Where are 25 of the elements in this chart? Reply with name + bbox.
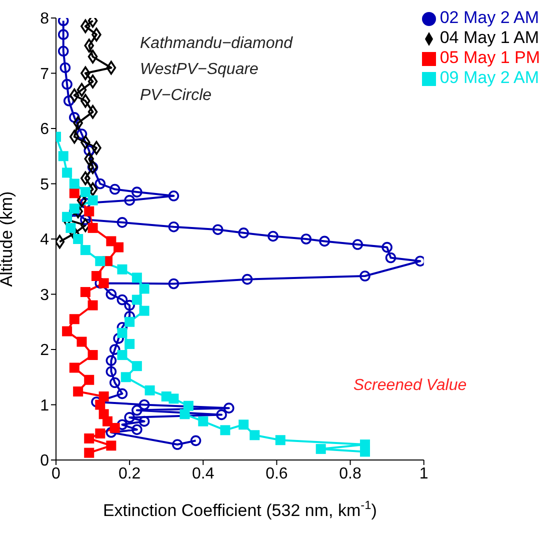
y-tick-label: 1 (40, 397, 50, 414)
annotation: PV−Circle (140, 87, 212, 104)
y-tick-label: 4 (40, 232, 50, 249)
y-tick-label: 0 (40, 452, 50, 470)
x-tick-label: 0 (52, 465, 61, 482)
y-tick-label: 7 (40, 66, 50, 83)
x-axis-title: Extinction Coefficient (532 nm, km$^{-1}$) (102, 498, 377, 520)
legend-label: 09 May 2 AM (440, 68, 540, 87)
annotation: WestPV−Square (140, 61, 259, 78)
y-tick-label: 3 (40, 286, 50, 304)
y-tick-label: 5 (40, 176, 50, 194)
x-tick-label: 1 (419, 465, 428, 482)
annotation: Screened Value (353, 377, 467, 394)
annotation: Kathmandu−diamond (140, 35, 294, 52)
y-axis-title: Altitude (km) (0, 191, 16, 287)
y-tick-label: 6 (40, 121, 50, 138)
y-tick-label: 8 (40, 10, 50, 28)
y-tick-label: 2 (40, 342, 50, 360)
x-tick-label: 0.8 (339, 465, 362, 482)
x-tick-label: 0.6 (266, 465, 288, 482)
legend-label: 02 May 2 AM (440, 8, 540, 27)
x-tick-label: 0.2 (118, 465, 141, 482)
legend-label: 04 May 1 AM (440, 28, 540, 47)
legend-label: 05 May 1 PM (440, 48, 540, 67)
x-tick-label: 0.4 (192, 465, 214, 482)
